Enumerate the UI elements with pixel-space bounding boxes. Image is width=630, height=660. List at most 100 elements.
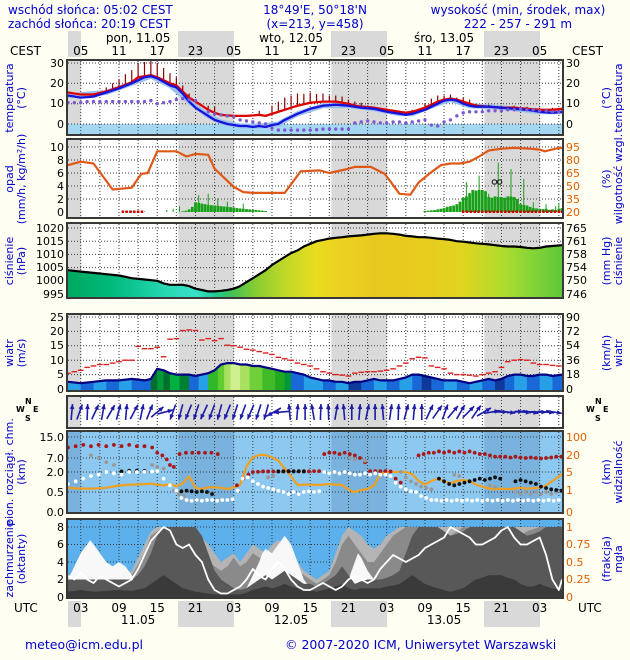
- wind-tick-right: 72: [566, 324, 580, 338]
- day-label-bottom: 12.05: [273, 613, 309, 627]
- top-hour-label: 11: [417, 44, 433, 58]
- day-label-top: wto, 12.05: [259, 31, 324, 45]
- cloud-extent-plot: [68, 432, 562, 512]
- temperature-panel: [66, 59, 564, 136]
- bottom-hour-label: 21: [340, 601, 357, 615]
- pressure-axis-label-right: (mm Hg) ciśnienie: [600, 236, 625, 285]
- cloudiness-axis-label-left: zachmurzenie (oktanty): [3, 519, 28, 598]
- top-hour-label: 11: [264, 44, 280, 58]
- cloud-extent-tick-right: 0: [566, 505, 573, 519]
- wind-axis-label-left: wiatr (m/s): [3, 338, 28, 367]
- bottom-hour-label: 03: [532, 601, 548, 615]
- wind-tick-left: 25: [50, 310, 64, 324]
- cloud-extent-tick-right: 100: [566, 430, 587, 444]
- top-hour-label: 11: [111, 44, 127, 58]
- cloudiness-tick-left: 6: [57, 538, 64, 551]
- wind-direction-panel: [66, 395, 564, 429]
- night-band: [331, 31, 388, 57]
- precipitation-tick-right: 20: [566, 205, 580, 219]
- bottom-hour-label: 03: [379, 601, 395, 615]
- wind-tick-left: 0: [57, 382, 64, 396]
- pressure-tick-right: 746: [566, 287, 587, 301]
- bottom-hour-label: 03: [73, 601, 89, 615]
- day-label-bottom: 11.05: [120, 613, 156, 627]
- precipitation-plot: [68, 140, 562, 217]
- pressure-tick-left: 1000: [36, 274, 64, 288]
- cloud-extent-tick-left: 7.0: [46, 451, 65, 465]
- utc-label-left: UTC: [14, 601, 38, 615]
- cloudiness-tick-left: 4: [57, 555, 64, 569]
- precipitation-tick-right: 65: [566, 166, 580, 180]
- pressure-axis-label-left: ciśnienie (hPa): [3, 236, 28, 285]
- day-label-top: pon, 11.05: [105, 31, 171, 45]
- cloud-extent-tick-left: 0.0: [46, 505, 65, 519]
- pressure-tick-left: 995: [43, 287, 64, 301]
- bottom-hour-label: 15: [149, 601, 165, 615]
- pressure-tick-right: 761: [566, 234, 587, 248]
- bottom-hour-label: 09: [111, 601, 127, 615]
- compass-west: W: [16, 405, 25, 414]
- top-hour-label: 17: [149, 44, 165, 58]
- cloudiness-axis-label-right: (frakcja) mgła: [600, 535, 625, 582]
- top-hour-label: 17: [455, 44, 471, 58]
- wind-tick-left: 5: [57, 368, 64, 382]
- temperature-tick-right: 10: [566, 97, 580, 111]
- wind-tick-left: 20: [50, 324, 64, 338]
- bottom-hour-label: 21: [493, 601, 510, 615]
- top-hour-label: 17: [302, 44, 318, 58]
- cloud-extent-tick-right: 5: [566, 465, 573, 479]
- wind-tick-right: 0: [566, 382, 573, 396]
- bottom-hour-label: 03: [226, 601, 242, 615]
- cest-label-right: CEST: [572, 44, 603, 58]
- cloudiness-tick-right: 0.25: [566, 573, 591, 586]
- sunrise-text: wschód słońca: 05:02 CEST: [8, 3, 173, 17]
- temperature-tick-right: 30: [566, 56, 580, 70]
- top-hour-label: 23: [340, 44, 357, 58]
- compass-west: W: [586, 405, 595, 414]
- pressure-plot: [68, 224, 562, 297]
- pressure-tick-left: 1020: [36, 221, 64, 235]
- cloud-extent-tick-right: 20: [566, 448, 580, 462]
- cest-label-left: CEST: [10, 44, 41, 58]
- top-hour-label: 05: [73, 44, 89, 58]
- wind-direction-plot: [68, 397, 562, 427]
- night-band: [331, 601, 388, 627]
- bottom-hour-label: 15: [455, 601, 471, 615]
- compass-east: E: [603, 405, 609, 414]
- temperature-tick-left: 0: [57, 117, 64, 131]
- precipitation-tick-left: 6: [57, 166, 64, 180]
- coordinates-text: 18°49'E, 50°18'N: [263, 3, 367, 17]
- temperature-tick-left: 10: [50, 97, 64, 111]
- precipitation-tick-right: 80: [566, 153, 580, 167]
- bottom-hour-label: 21: [187, 601, 204, 615]
- cloudiness-tick-left: 2: [57, 573, 64, 586]
- pressure-tick-right: 754: [566, 261, 587, 275]
- precipitation-tick-right: 95: [566, 140, 580, 154]
- day-label-top: śro, 13.05: [413, 31, 475, 45]
- cloud-extent-tick-right: 1: [566, 483, 573, 497]
- wind-panel: [66, 313, 564, 392]
- utc-label-right: UTC: [578, 601, 602, 615]
- bottom-hour-label: 09: [264, 601, 280, 615]
- night-band: [178, 601, 235, 627]
- cloudiness-panel: [66, 518, 564, 599]
- copyright-link[interactable]: © 2007-2020 ICM, Uniwersytet Warszawski: [285, 637, 557, 652]
- night-band: [484, 31, 540, 57]
- top-hour-label: 05: [532, 44, 548, 58]
- precipitation-panel: [66, 138, 564, 219]
- day-label-bottom: 13.05: [426, 613, 462, 627]
- cloudiness-tick-left: 8: [57, 520, 64, 534]
- bottom-hour-label: 09: [417, 601, 433, 615]
- cloudiness-tick-right: 0.75: [566, 538, 591, 551]
- top-hour-label: 05: [226, 44, 242, 58]
- pressure-panel: [66, 222, 564, 299]
- precipitation-tick-left: 8: [57, 153, 64, 167]
- wind-tick-right: 90: [566, 310, 580, 324]
- wind-tick-left: 10: [50, 353, 64, 367]
- sunset-text: zachód słońca: 20:19 CEST: [8, 17, 171, 31]
- contact-email-link[interactable]: meteo@icm.edu.pl: [25, 637, 144, 652]
- temperature-plot: [68, 61, 562, 134]
- cloudiness-tick-left: 0: [57, 590, 64, 604]
- temperature-axis-label-right: (°C) temperatura: [600, 62, 625, 133]
